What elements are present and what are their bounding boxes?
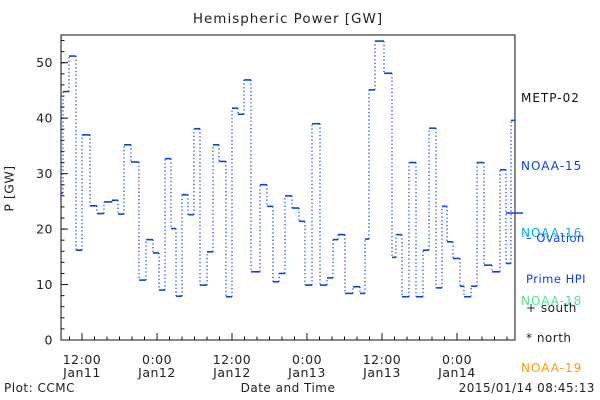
- plot-source-label: Plot: CCMC: [4, 381, 75, 395]
- x-tick-label-time: 0:00: [292, 352, 322, 367]
- x-axis-label: Date and Time: [240, 381, 336, 395]
- y-tick-label: 30: [36, 166, 53, 181]
- x-tick-label-time: 12:00: [63, 352, 102, 367]
- ovation-prime-hpi-label: – Ovation Prime HPI: [526, 205, 586, 313]
- timestamp-label: 2015/01/14 08:45:13: [458, 381, 595, 395]
- legend-item-noaa-18: NOAA-18: [521, 293, 583, 308]
- legend-item-noaa-19: NOAA-19: [521, 361, 583, 375]
- x-tick-label-date: Jan12: [212, 365, 251, 380]
- north-marker-label: * north: [526, 331, 572, 345]
- chart-title: Hemispheric Power [GW]: [192, 11, 384, 27]
- x-tick-label-date: Jan11: [62, 365, 101, 380]
- legend-item-metp-02: METP-02: [521, 91, 580, 105]
- plot-frame: [60, 34, 516, 341]
- legend-item-noaa-16: NOAA-16: [521, 226, 583, 240]
- legend-item-noaa-15: NOAA-15: [521, 158, 583, 173]
- x-tick-label-time: 12:00: [363, 352, 402, 367]
- ovation-label-line2: Prime HPI: [526, 271, 587, 286]
- x-tick-label-time: 0:00: [142, 352, 172, 367]
- x-tick-label-time: 12:00: [213, 352, 252, 367]
- ovation-label-line1: – Ovation: [526, 231, 585, 245]
- x-tick-label-time: 0:00: [442, 352, 472, 367]
- satellite-legend: METP-02 NOAA-15 NOAA-16 NOAA-18 NOAA-19: [521, 42, 582, 400]
- y-tick-label: 10: [36, 277, 53, 292]
- x-tick-label-date: Jan13: [287, 365, 326, 380]
- y-tick-label: 0: [45, 333, 53, 348]
- y-tick-label: 20: [36, 222, 53, 237]
- y-tick-label: 50: [36, 55, 53, 70]
- x-tick-label-date: Jan12: [137, 365, 176, 380]
- y-tick-label: 40: [36, 111, 53, 126]
- x-tick-label-date: Jan14: [437, 365, 476, 380]
- south-marker-label: + south: [526, 301, 577, 315]
- x-tick-label-date: Jan13: [362, 365, 401, 380]
